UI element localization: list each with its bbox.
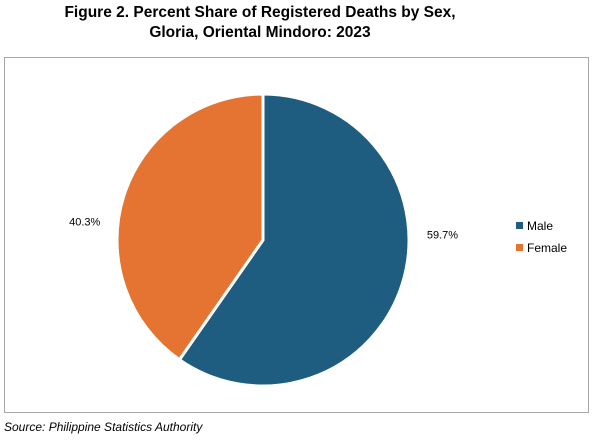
chart-title-line-2: Gloria, Oriental Mindoro: 2023 — [149, 24, 371, 41]
chart-frame — [4, 57, 589, 413]
legend-swatch-female — [516, 244, 523, 251]
data-label-female: 40.3% — [69, 216, 100, 228]
chart-title-line-1: Figure 2. Percent Share of Registered De… — [64, 4, 456, 21]
legend-swatch-male — [516, 222, 523, 229]
pie-slices — [115, 92, 411, 388]
legend-label-male: Male — [527, 219, 553, 233]
data-labels: 59.7% 40.3% — [69, 216, 458, 241]
pie-slice-female — [115, 92, 265, 362]
legend-label-female: Female — [527, 241, 567, 255]
data-label-male: 59.7% — [427, 229, 458, 241]
pie-slice-male — [177, 92, 411, 388]
source-note: Source: Philippine Statistics Authority — [4, 420, 203, 434]
chart-title: Figure 2. Percent Share of Registered De… — [0, 3, 520, 43]
legend: Male Female — [516, 219, 567, 255]
